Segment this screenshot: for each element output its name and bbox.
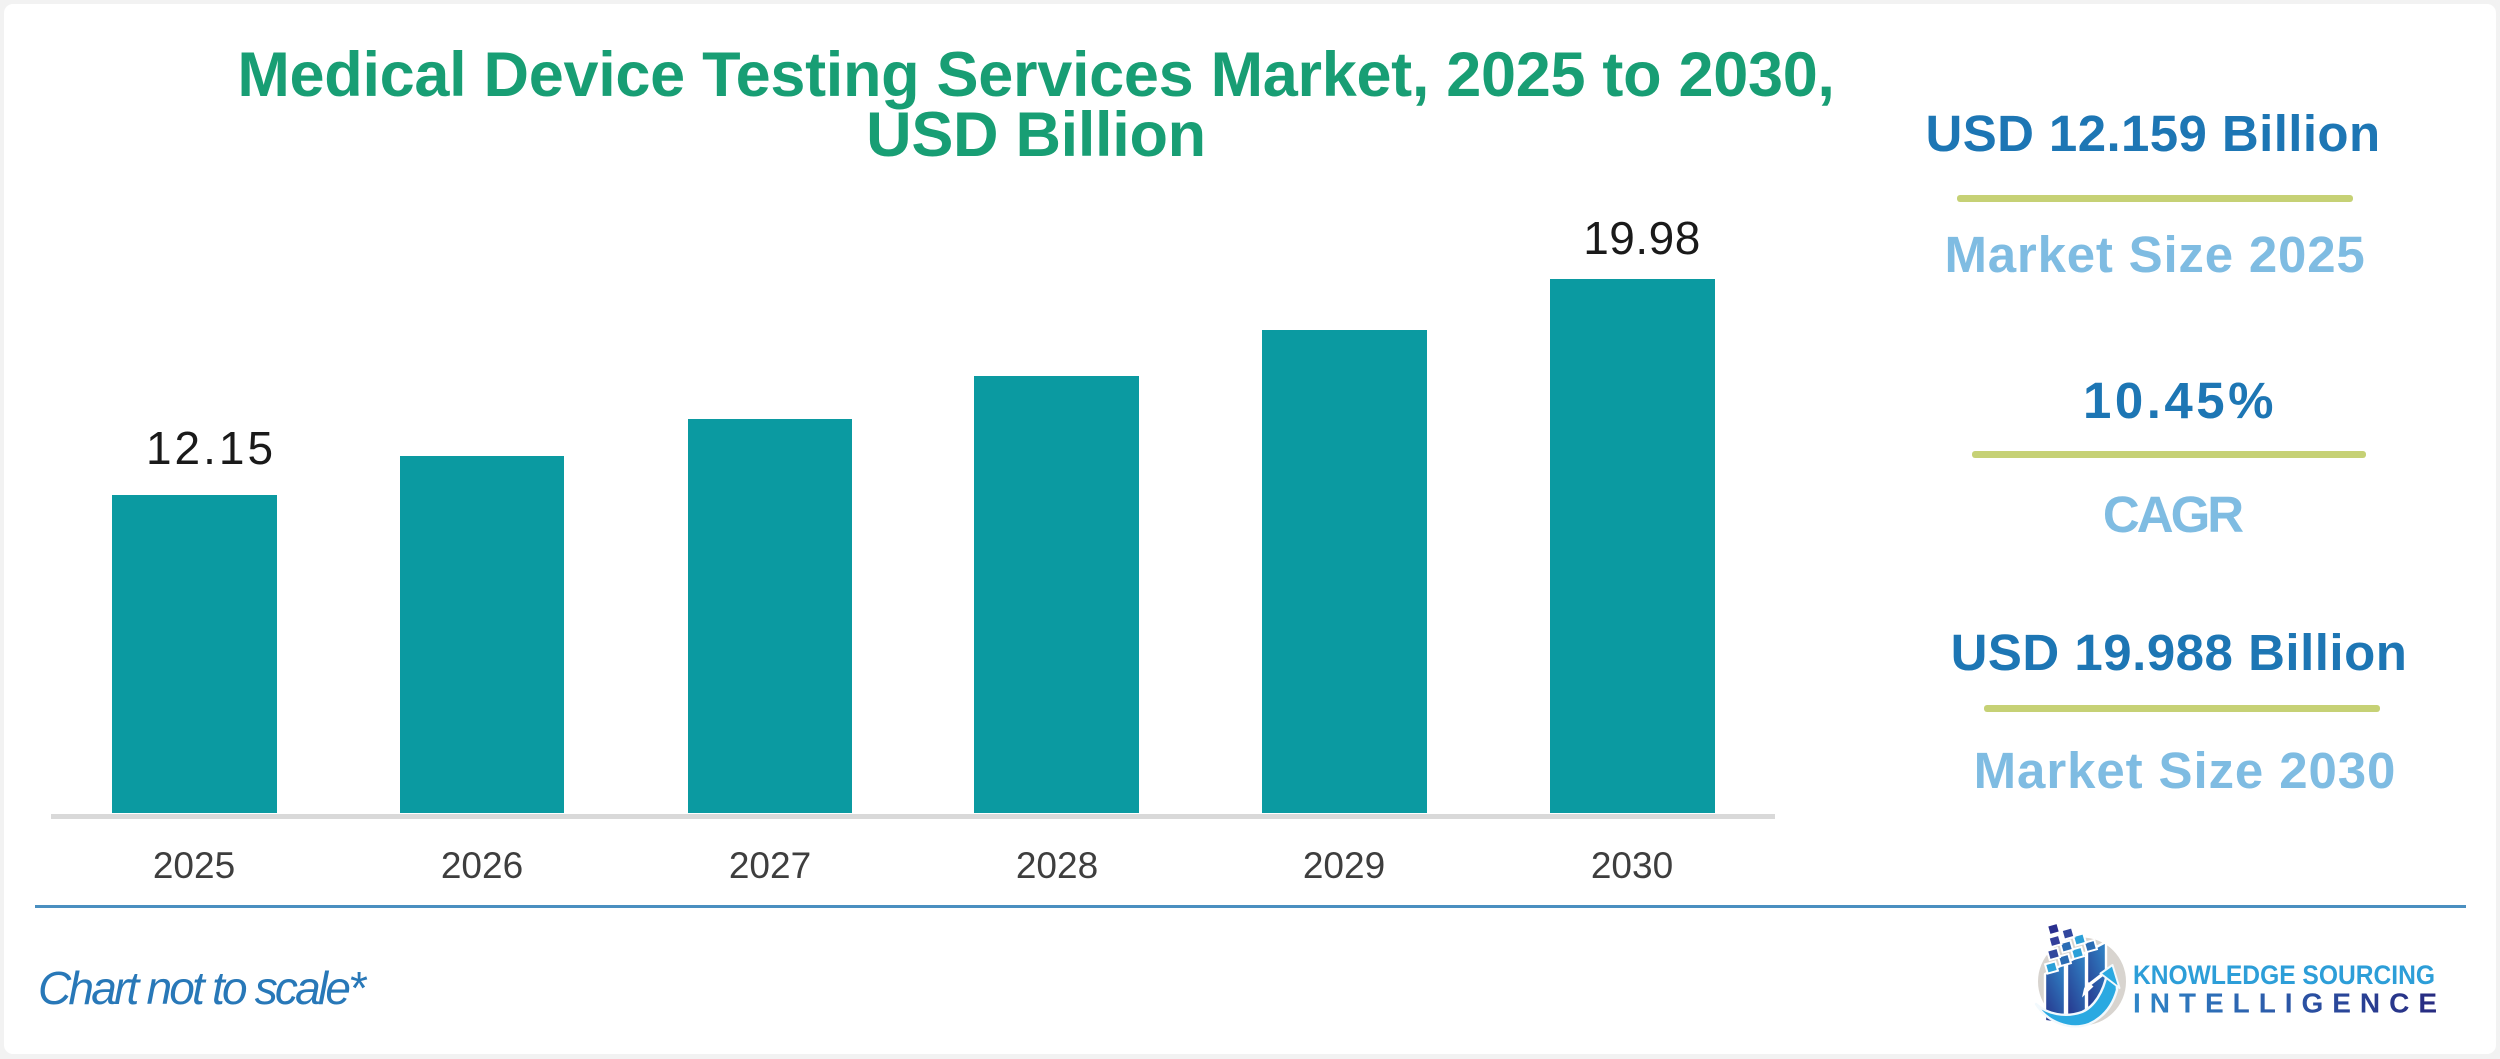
- svg-text:INTELLIGENCE: INTELLIGENCE: [2133, 988, 2437, 1019]
- svg-text:KNOWLEDGE SOURCING: KNOWLEDGE SOURCING: [2133, 960, 2435, 990]
